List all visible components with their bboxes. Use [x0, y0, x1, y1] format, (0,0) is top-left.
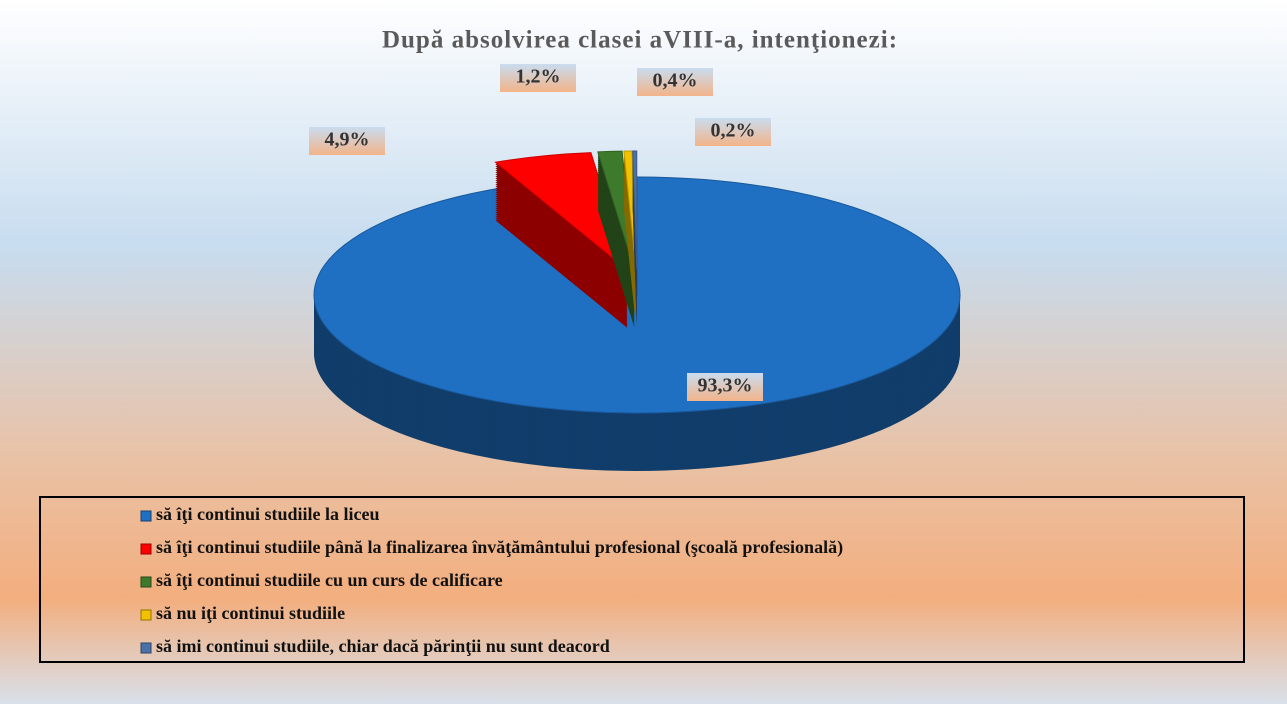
data-label-bg: [500, 64, 576, 92]
slice-side: [597, 191, 635, 310]
slice-side: [623, 179, 637, 298]
slice-side: [623, 173, 637, 292]
data-label: 0,4%: [653, 70, 698, 92]
slice-side: [597, 205, 635, 324]
slice-side: [597, 171, 635, 290]
legend-label: să îţi continui studiile cu un curs de c…: [156, 570, 503, 590]
slice-side: [623, 201, 637, 320]
slice-side: [623, 205, 637, 324]
data-label-bg: [309, 127, 385, 155]
data-label: 4,9%: [325, 129, 370, 151]
legend-label: să nu iţi continui studiile: [156, 603, 345, 623]
slice-side: [623, 199, 637, 318]
slice-side: [597, 167, 635, 286]
slice-side: [597, 161, 635, 280]
slice-side: [597, 175, 635, 294]
legend-swatch: [140, 543, 152, 555]
slice-side: [597, 157, 635, 276]
slice-side: [597, 169, 635, 288]
slice: [494, 152, 629, 272]
slice-group: [597, 150, 635, 328]
legend-label: să îţi continui studiile până la finaliz…: [156, 537, 843, 558]
slice-side: [623, 203, 637, 322]
slice-side: [597, 201, 635, 320]
slice: [623, 150, 637, 270]
slice-side: [623, 189, 637, 308]
slice-side: [623, 167, 637, 286]
legend-swatch: [140, 576, 152, 588]
slice-side: [623, 163, 637, 282]
slice-side: [623, 187, 637, 306]
slice-side: [623, 209, 637, 328]
slice-side: [597, 181, 635, 300]
slice-side: [597, 155, 635, 274]
slice-side: [597, 207, 635, 326]
slice-group: [632, 150, 638, 328]
slice-side: [597, 173, 635, 292]
slice-group: [623, 150, 637, 328]
slice-side: [623, 171, 637, 290]
data-label-bg: [687, 373, 763, 401]
slice-side: [597, 199, 635, 318]
legend-swatch: [140, 510, 152, 522]
data-label: 93,3%: [698, 375, 753, 397]
data-label: 1,2%: [516, 66, 561, 88]
slice-side: [597, 203, 635, 322]
data-label: 0,2%: [711, 120, 756, 142]
legend-swatch: [140, 642, 152, 654]
slice-side: [623, 181, 637, 300]
slice-side: [623, 195, 637, 314]
chart-title: După absolvirea clasei aVIII-a, intenţio…: [382, 27, 898, 54]
slice-side: [623, 159, 637, 278]
slice-side: [597, 165, 635, 284]
slice-side: [597, 185, 635, 304]
slice-side: [597, 163, 635, 282]
slice-group: [494, 152, 629, 328]
slice-side: [623, 175, 637, 294]
slice-side: [597, 159, 635, 278]
legend-box: [39, 496, 1245, 663]
slice-side: [597, 209, 635, 328]
data-label-bg: [637, 68, 713, 96]
slice-side: [623, 193, 637, 312]
slice-side: [597, 179, 635, 298]
slice-side: [623, 177, 637, 296]
slice-side: [623, 157, 637, 276]
slice-side: [623, 197, 637, 316]
slice-side: [623, 169, 637, 288]
slice: [632, 150, 638, 270]
slice-side: [623, 183, 637, 302]
data-label-bg: [695, 118, 771, 146]
slice-side: [623, 207, 637, 326]
slice-side: [597, 183, 635, 302]
slice-side: [597, 177, 635, 296]
slice-side: [597, 189, 635, 308]
slice-group: [313, 176, 961, 471]
slice-side: [597, 193, 635, 312]
slice: [597, 150, 635, 270]
slice-side: [623, 185, 637, 304]
legend-swatch: [140, 609, 152, 621]
slice-side: [597, 195, 635, 314]
slice-side: [623, 191, 637, 310]
slice-side: [597, 197, 635, 316]
legend-label: să îţi continui studiile la liceu: [156, 504, 380, 524]
slice-side: [623, 161, 637, 280]
slice-side: [597, 187, 635, 306]
legend-label: să imi continui studiile, chiar dacă păr…: [156, 636, 610, 656]
slice-side: [623, 165, 637, 284]
slice: [313, 176, 961, 414]
